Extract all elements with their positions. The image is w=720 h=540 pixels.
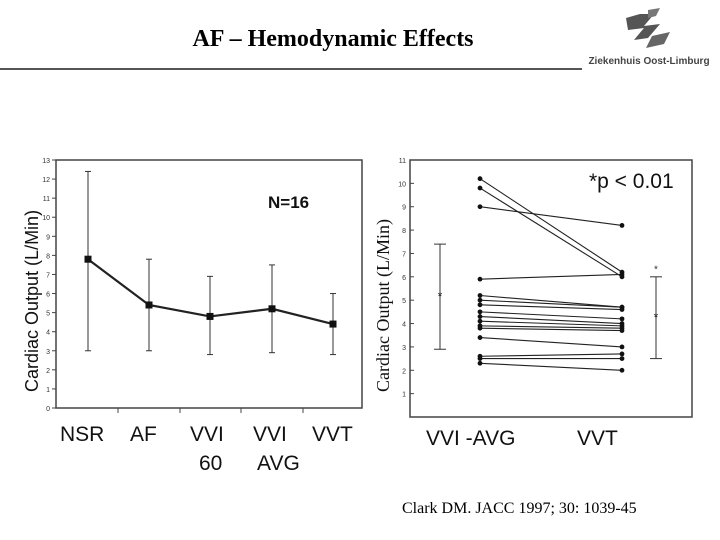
y-tick-label: 9 [402,205,406,212]
y-tick-label: 7 [46,272,50,279]
y-tick-label: 6 [402,275,406,282]
subject-line [479,294,623,308]
y-tick-label: 4 [46,330,50,337]
subject-point-vvi [477,335,483,340]
subject-line [479,304,623,311]
y-tick-label: 10 [42,215,50,222]
subject-point-vvi [477,360,483,366]
mean-point [145,301,153,309]
subject-line [479,320,623,327]
y-tick-label: 3 [402,345,406,352]
subject-line [479,206,623,226]
subject-line [479,337,623,348]
subject-point-vvi [477,185,483,191]
x-label-vvt: VVT [312,423,353,446]
subject-point-vvt [619,351,625,357]
y-tick-label: 5 [46,311,50,318]
x-label-vvi-avg: VVI -AVG [426,427,516,450]
subject-point-vvt [619,316,625,322]
subject-point-vvi [477,318,483,324]
significance-star: * [654,264,658,275]
summary-mean-marker: * [654,311,659,325]
mean-point [206,312,214,320]
subject-line [479,315,623,325]
y-tick-label: 9 [46,234,50,241]
left-plot-frame [55,159,363,409]
y-tick-label: 8 [46,253,50,260]
subject-point-vvi [477,204,483,210]
logo-mark-icon [626,8,670,48]
x-label-vviavg-line2: AVG [257,452,300,475]
y-tick-label: 11 [399,158,406,165]
significance-annotation: *p < 0.01 [589,170,674,193]
subject-line [479,187,623,278]
subject-point-vvi [477,309,483,315]
subject-point-vvt [619,307,625,312]
subject-point-vvi [477,293,483,298]
subject-line [479,362,623,371]
subject-line [479,273,623,280]
subject-point-vvt [619,223,625,228]
subject-point-vvi [477,302,483,308]
y-tick-label: 5 [402,298,406,305]
y-tick-label: 13 [42,158,50,165]
logo-text: Ziekenhuis Oost-Limburg [588,56,710,67]
subject-line [479,353,623,357]
y-tick-label: 1 [46,387,50,394]
subject-point-vvt [619,272,625,277]
citation: Clark DM. JACC 1997; 30: 1039-45 [402,500,637,517]
x-label-nsr: NSR [60,423,105,446]
x-label-vviavg-line1: VVI [253,423,287,446]
subject-line [479,178,623,273]
subject-point-vvi [477,297,483,303]
subject-point-vvi [477,314,483,319]
mean-point [84,255,92,263]
y-tick-label: 1 [402,392,406,399]
subject-line [479,311,623,320]
mean-point [329,320,337,328]
subject-point-vvi [477,325,483,331]
sample-size-annotation: N=16 [268,193,310,212]
x-label-vvi60-line1: VVI [190,423,224,446]
y-tick-label: 2 [402,368,406,375]
y-tick-label: 11 [43,196,50,203]
y-tick-label: 10 [398,181,406,188]
subject-line [479,327,623,332]
x-label-vvt-right: VVT [577,427,618,450]
y-tick-label: 0 [46,406,50,413]
y-tick-label: 2 [46,368,50,375]
x-label-vvi60-line2: 60 [199,452,223,475]
subject-point-vvt [619,367,625,373]
subject-line [479,325,623,329]
right-plot-frame [409,159,693,418]
y-tick-label: 12 [42,177,50,184]
left-y-axis-title: Cardiac Output (L/Min) [22,209,42,392]
title-rule [0,68,582,70]
slide-title: AF – Hemodynamic Effects [192,26,474,52]
subject-point-vvt [619,356,625,361]
y-tick-label: 7 [402,251,406,258]
subject-line [479,299,623,308]
y-tick-label: 4 [402,322,406,329]
subject-point-vvt [619,344,625,350]
hospital-logo: Ziekenhuis Oost-Limburg [578,4,720,74]
right-y-axis-title: Cardiac Output (L/Min) [373,219,393,392]
y-tick-label: 8 [402,228,406,235]
subject-point-vvi [477,176,483,182]
mean-point [268,305,276,313]
subject-point-vvt [619,328,625,333]
summary-mean-marker: * [438,290,443,304]
y-tick-label: 3 [46,349,50,356]
x-label-af: AF [130,423,157,446]
y-tick-label: 6 [46,292,50,299]
subject-point-vvi [477,276,483,282]
subject-point-vvi [477,356,483,361]
